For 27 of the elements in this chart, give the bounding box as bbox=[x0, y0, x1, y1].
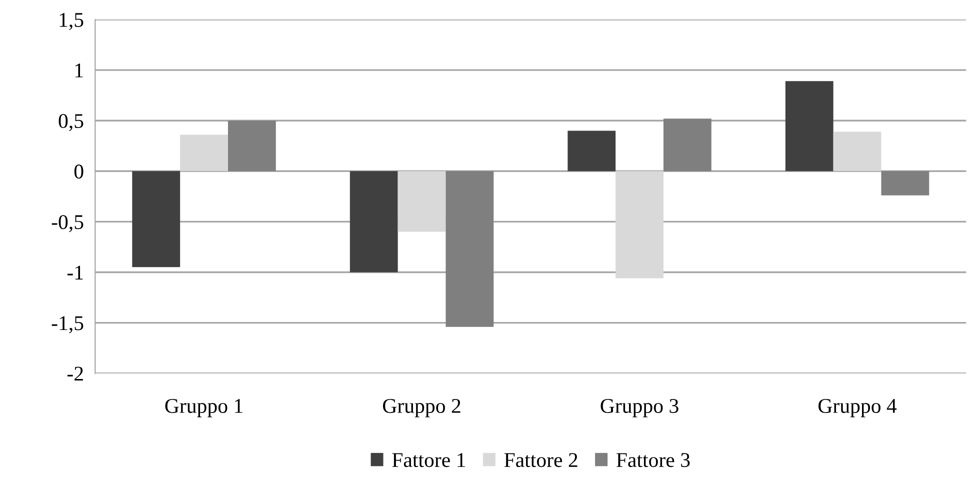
x-tick-label: Gruppo 3 bbox=[600, 398, 678, 418]
bar bbox=[350, 171, 398, 272]
bar bbox=[833, 132, 882, 172]
x-tick-label: Gruppo 4 bbox=[818, 398, 897, 418]
y-tick-label: -1,5 bbox=[52, 316, 84, 334]
bar bbox=[180, 134, 228, 172]
bar bbox=[663, 118, 712, 172]
y-tick-label: 1,5 bbox=[60, 12, 84, 30]
legend-label: Fattore 3 bbox=[616, 453, 690, 468]
legend-label: Fattore 1 bbox=[392, 453, 465, 468]
y-tick-label: -0,5 bbox=[52, 215, 84, 232]
bar bbox=[398, 171, 446, 232]
bar bbox=[132, 171, 180, 268]
y-tick-label: 0,5 bbox=[58, 114, 84, 132]
bar bbox=[568, 130, 616, 172]
bar bbox=[228, 120, 276, 172]
y-tick-label: -1 bbox=[67, 266, 83, 280]
x-tick-label: Gruppo 2 bbox=[382, 398, 460, 418]
y-tick-label: 1 bbox=[75, 64, 83, 78]
bar bbox=[785, 81, 834, 172]
bar bbox=[616, 171, 664, 278]
x-tick-label: Gruppo 1 bbox=[165, 398, 242, 418]
bar bbox=[446, 171, 494, 327]
y-tick-label: -2 bbox=[67, 366, 83, 381]
legend-label: Fattore 2 bbox=[504, 453, 578, 468]
bar bbox=[881, 171, 930, 196]
y-tick-label: 0 bbox=[74, 164, 84, 179]
